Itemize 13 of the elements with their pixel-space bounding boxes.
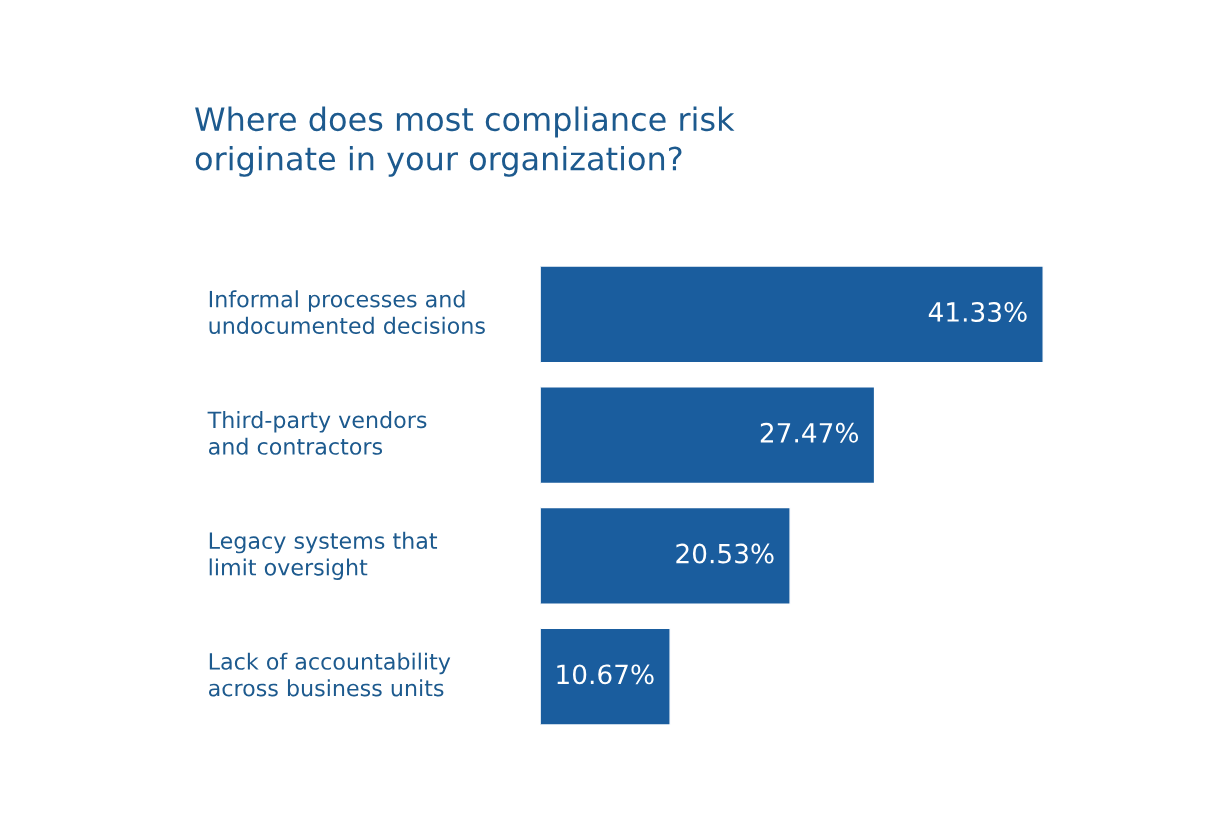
y-tick-label: Legacy systems that limit oversight: [209, 531, 438, 580]
data-label: 27.47%: [760, 422, 859, 443]
y-tick-label: Third-party vendors and contractors: [207, 411, 427, 455]
data-label: 20.53%: [676, 543, 774, 564]
y-tick-label: Informal processes and undocumented decisions: [209, 290, 485, 335]
y-tick-label: Lack of accountability across business units: [208, 652, 451, 697]
data-label: 10.67%: [557, 664, 654, 685]
bar: [540, 506, 791, 605]
data-label: 41.33%: [928, 301, 1027, 322]
bar: [540, 627, 671, 726]
bar: [540, 265, 1044, 364]
chart-title: Where does most compliance risk originate in your organization?: [195, 106, 735, 177]
bar: [540, 386, 876, 485]
